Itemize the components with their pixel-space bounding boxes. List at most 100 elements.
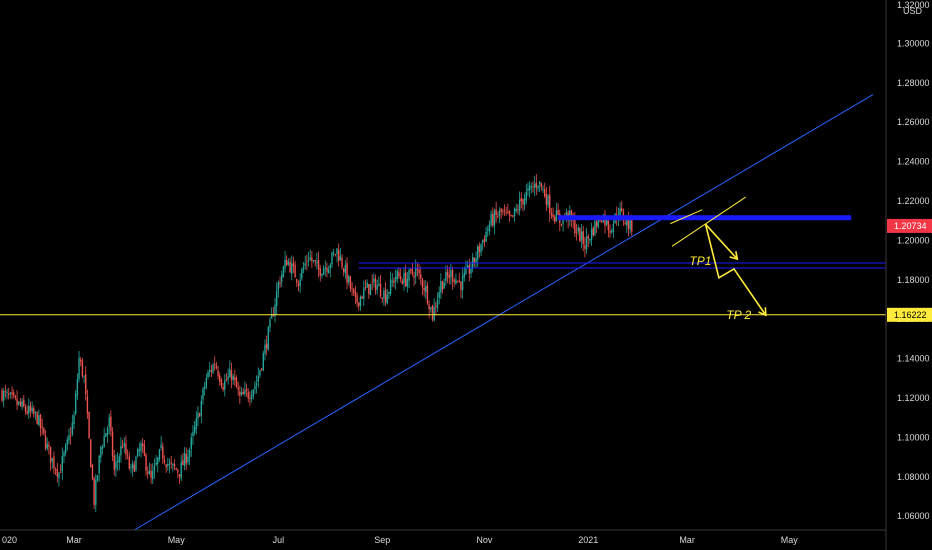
- candle-body-up: [100, 447, 102, 458]
- candle-body-down: [286, 259, 288, 266]
- candle-body-up: [523, 198, 526, 206]
- candle-body-down: [609, 230, 611, 233]
- candle-body-up: [488, 224, 491, 232]
- candle-body-up: [291, 263, 293, 274]
- candle-body-up: [168, 463, 171, 465]
- candle-body-down: [584, 245, 586, 249]
- candle-body-up: [282, 267, 285, 277]
- candle-body-up: [376, 285, 378, 290]
- candle-body-up: [471, 256, 474, 269]
- candle-body-down: [624, 222, 626, 224]
- candle-body-up: [257, 376, 259, 382]
- candle-body-up: [195, 418, 197, 429]
- candle-body-down: [353, 288, 355, 293]
- candle-body-up: [415, 267, 417, 277]
- candle-body-up: [192, 431, 194, 437]
- price-tick-label: 1.14000: [897, 354, 930, 364]
- candle-body-up: [547, 195, 549, 206]
- price-tick-label: 1.26000: [897, 117, 930, 127]
- candle-body-up: [538, 181, 541, 185]
- candle-body-up: [172, 463, 174, 465]
- candle-body-up: [594, 221, 596, 236]
- candle-body-up: [433, 306, 435, 321]
- candle-body-up: [336, 248, 338, 254]
- candle-body-down: [49, 446, 52, 463]
- candle-body-down: [319, 268, 321, 276]
- candle-body-down: [346, 263, 348, 283]
- candle-body-up: [96, 475, 99, 481]
- ascending-trendline[interactable]: [134, 94, 874, 531]
- candle-body-up: [276, 290, 278, 306]
- candle-body-down: [133, 464, 136, 472]
- candle-body-up: [131, 463, 134, 469]
- candle-body-down: [8, 393, 10, 396]
- candle-body-down: [311, 257, 313, 262]
- wedge-line-upper[interactable]: [670, 209, 703, 225]
- candle-body-up: [277, 281, 280, 290]
- price-axis[interactable]: 1.060001.080001.100001.120001.140001.160…: [897, 38, 930, 521]
- candle-body-down: [175, 468, 177, 470]
- candle-body-down: [505, 212, 507, 213]
- candle-body-down: [326, 267, 328, 272]
- candle-body-up: [408, 269, 410, 281]
- candle-body-up: [383, 291, 385, 299]
- candle-body-up: [135, 457, 137, 471]
- candle-body-down: [219, 375, 221, 382]
- candle-body-up: [394, 277, 397, 281]
- drawing-tools-layer[interactable]: [0, 94, 886, 531]
- candle-body-down: [341, 257, 343, 268]
- candle-body-down: [560, 223, 563, 225]
- candle-body-down: [572, 219, 574, 221]
- candle-body-down: [401, 280, 404, 285]
- candle-body-down: [423, 287, 425, 291]
- candle-body-down: [306, 261, 308, 263]
- time-tick-label: May: [168, 535, 186, 545]
- candle-body-down: [495, 209, 497, 216]
- tp2-arrow-head: [758, 307, 767, 317]
- candle-body-down: [575, 232, 578, 234]
- candle-body-up: [188, 449, 191, 458]
- candle-body-up: [18, 401, 20, 404]
- candle-body-up: [205, 378, 208, 388]
- candle-body-down: [595, 222, 598, 227]
- candle-body-down: [600, 221, 603, 222]
- tp2-projection-path[interactable]: [704, 224, 767, 316]
- candle-body-up: [322, 268, 325, 275]
- candle-body-down: [500, 208, 502, 212]
- candle-body-down: [497, 215, 499, 217]
- candle-body-down: [170, 462, 172, 464]
- candle-body-down: [44, 435, 47, 449]
- candle-body-down: [557, 209, 559, 216]
- candle-body-up: [264, 344, 266, 354]
- candle-body-up: [78, 357, 80, 380]
- candle-body-down: [245, 388, 248, 392]
- time-axis[interactable]: 020 Mar May Jul Sep Nov 2021 Mar May: [2, 535, 798, 545]
- candle-body-up: [440, 281, 442, 293]
- candle-body-up: [160, 444, 162, 448]
- candle-body-up: [203, 386, 206, 390]
- candle-body-up: [493, 210, 496, 227]
- wedge-line-lower[interactable]: [671, 196, 746, 247]
- candle-body-up: [51, 458, 53, 462]
- candle-body-up: [555, 210, 558, 222]
- candle-body-down: [460, 281, 462, 291]
- candle-body-down: [33, 408, 35, 415]
- candle-body-up: [331, 252, 333, 265]
- candle-body-up: [369, 284, 372, 296]
- candle-body-down: [11, 392, 13, 395]
- tp1-projection-path[interactable]: [704, 223, 738, 260]
- candle-body-up: [180, 461, 182, 479]
- candle-body-up: [116, 460, 119, 463]
- candle-body-up: [153, 466, 156, 472]
- candle-body-up: [120, 445, 122, 456]
- candle-body-up: [301, 269, 303, 279]
- candle-body-down: [69, 435, 72, 437]
- tp2-label: TP 2: [726, 308, 751, 322]
- candle-body-down: [14, 396, 17, 398]
- candle-body-up: [73, 415, 75, 425]
- candle-body-up: [244, 390, 246, 394]
- resistance-zone-band[interactable]: [558, 215, 852, 221]
- candle-body-down: [39, 414, 42, 429]
- candle-body-up: [240, 392, 243, 395]
